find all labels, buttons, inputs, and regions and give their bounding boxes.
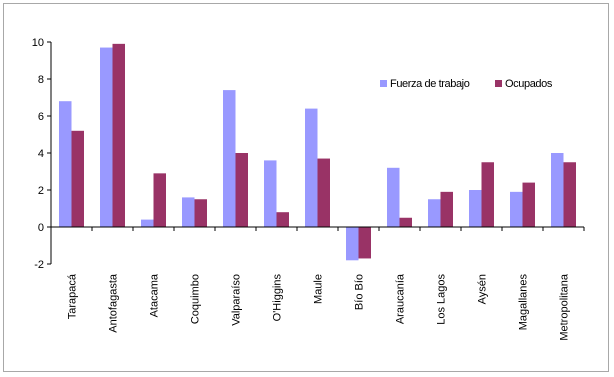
bar-ocupados [112, 43, 125, 227]
bar-fuerza-de-trabajo [100, 47, 113, 227]
legend: Fuerza de trabajo Ocupados [380, 78, 553, 90]
bar-ocupados [440, 191, 453, 227]
bar-ocupados [71, 130, 84, 227]
category-label: Magallanes [518, 274, 530, 331]
bar-ocupados [563, 162, 576, 227]
category-label: Bío Bío [354, 274, 366, 310]
category-label: Tarapacá [67, 273, 79, 319]
y-axis: -2 0 2 4 6 8 10 [32, 37, 52, 271]
bar-fuerza-de-trabajo [387, 167, 400, 227]
bar-fuerza-de-trabajo [223, 90, 236, 227]
category-label: O'Higgins [272, 274, 284, 322]
bar-ocupados [194, 199, 207, 227]
bar-ocupados [235, 153, 248, 227]
bar-fuerza-de-trabajo [59, 101, 72, 227]
category-label: Los Lagos [436, 274, 448, 325]
bar-fuerza-de-trabajo [551, 153, 564, 227]
bars [59, 43, 576, 261]
y-tick-label: 0 [38, 222, 44, 234]
bar-ocupados [153, 173, 166, 227]
bar-ocupados [317, 158, 330, 227]
bar-fuerza-de-trabajo [510, 191, 523, 227]
bar-fuerza-de-trabajo [469, 190, 482, 227]
bar-fuerza-de-trabajo [264, 160, 277, 227]
category-label: Maule [313, 274, 325, 304]
category-label: Valparaíso [231, 274, 243, 326]
y-tick-label: 6 [38, 111, 44, 123]
bar-fuerza-de-trabajo [428, 199, 441, 227]
y-tick-label: 4 [38, 148, 44, 160]
bar-fuerza-de-trabajo [141, 219, 154, 227]
category-label: Araucanía [395, 273, 407, 324]
legend-label: Ocupados [505, 78, 553, 90]
bar-fuerza-de-trabajo [305, 108, 318, 227]
category-label: Atacama [149, 273, 161, 317]
y-tick-label: 2 [38, 185, 44, 197]
category-label: Metropolitana [559, 273, 571, 341]
legend-label: Fuerza de trabajo [390, 78, 470, 90]
y-tick-label: 10 [32, 37, 44, 49]
bar-ocupados [522, 182, 535, 227]
bar-ocupados [358, 227, 371, 259]
category-label: Aysén [477, 274, 489, 304]
bar-ocupados [481, 162, 494, 227]
bar-fuerza-de-trabajo [182, 197, 195, 227]
bar-chart: -2 0 2 4 6 8 10 Tarapacá Antofagasta Atacama Coqu… [32, 37, 585, 341]
bar-fuerza-de-trabajo [346, 227, 359, 261]
y-tick-label: -2 [34, 259, 44, 271]
legend-swatch [380, 80, 387, 87]
category-label: Antofagasta [108, 273, 120, 333]
chart-frame: -2 0 2 4 6 8 10 Tarapacá Antofagasta Atacama Coqu… [3, 3, 609, 372]
bar-ocupados [399, 217, 412, 227]
category-label: Coquimbo [190, 274, 202, 324]
x-axis [50, 226, 585, 231]
y-tick-label: 8 [38, 74, 44, 86]
category-labels: Tarapacá Antofagasta Atacama Coquimbo Valpar… [67, 273, 571, 341]
bar-ocupados [276, 212, 289, 227]
legend-swatch [495, 80, 502, 87]
